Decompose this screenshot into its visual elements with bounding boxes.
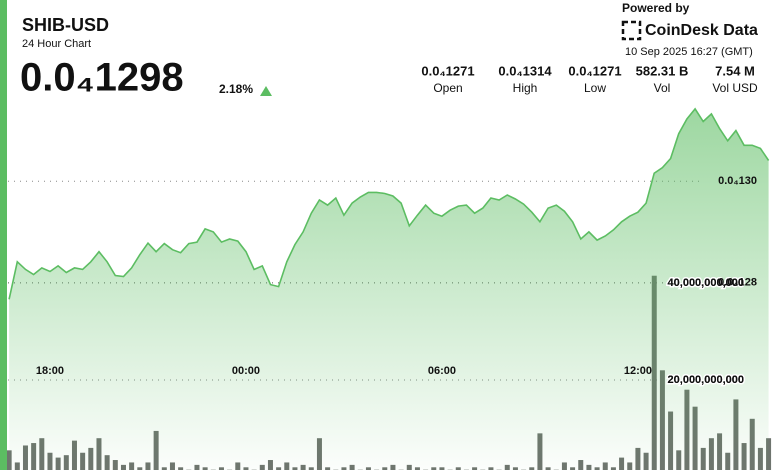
timestamp: 10 Sep 2025 16:27 (GMT) <box>625 46 753 58</box>
x-tick-label: 00:00 <box>232 365 260 377</box>
stat-value: 0.0₄1271 <box>421 63 474 78</box>
brand-logo <box>621 20 642 41</box>
change: 2.18% <box>219 82 253 96</box>
powered-by: Powered by <box>622 1 690 15</box>
accent-bar <box>0 0 7 470</box>
brand: CoinDesk Data <box>645 22 758 39</box>
y2-tick-label: 40,000,000,000 <box>668 277 744 289</box>
stat-label: High <box>513 81 538 95</box>
y2-tick-label: 40,000,000,000 <box>668 277 744 289</box>
up-arrow <box>260 86 272 96</box>
price-line <box>8 107 770 300</box>
x-tick-label: 18:00 <box>36 365 64 377</box>
stat-label: Low <box>584 81 606 95</box>
y2-tick-label: 20,000,000,000 <box>668 374 744 386</box>
y-tick-label: 0.0₄130 <box>718 175 757 187</box>
title: SHIB-USD <box>22 15 109 35</box>
stat-value: 7.54 M <box>715 63 755 78</box>
y2-tick-label: 20,000,000,000 <box>668 374 744 386</box>
x-tick-label: 12:00 <box>624 365 652 377</box>
price: 0.0₄1298 <box>20 56 184 100</box>
subtitle: 24 Hour Chart <box>22 38 91 50</box>
y-tick-label: 0.0₄128 <box>718 277 757 289</box>
stat-value: 582.31 B <box>636 63 689 78</box>
stat-label: Open <box>433 81 462 95</box>
stat-value: 0.0₄1271 <box>568 63 621 78</box>
area <box>9 108 769 470</box>
stat-value: 0.0₄1314 <box>498 63 552 78</box>
x-tick-label: 06:00 <box>428 365 456 377</box>
stat-label: Vol USD <box>712 81 758 95</box>
stat-label: Vol <box>654 81 671 95</box>
